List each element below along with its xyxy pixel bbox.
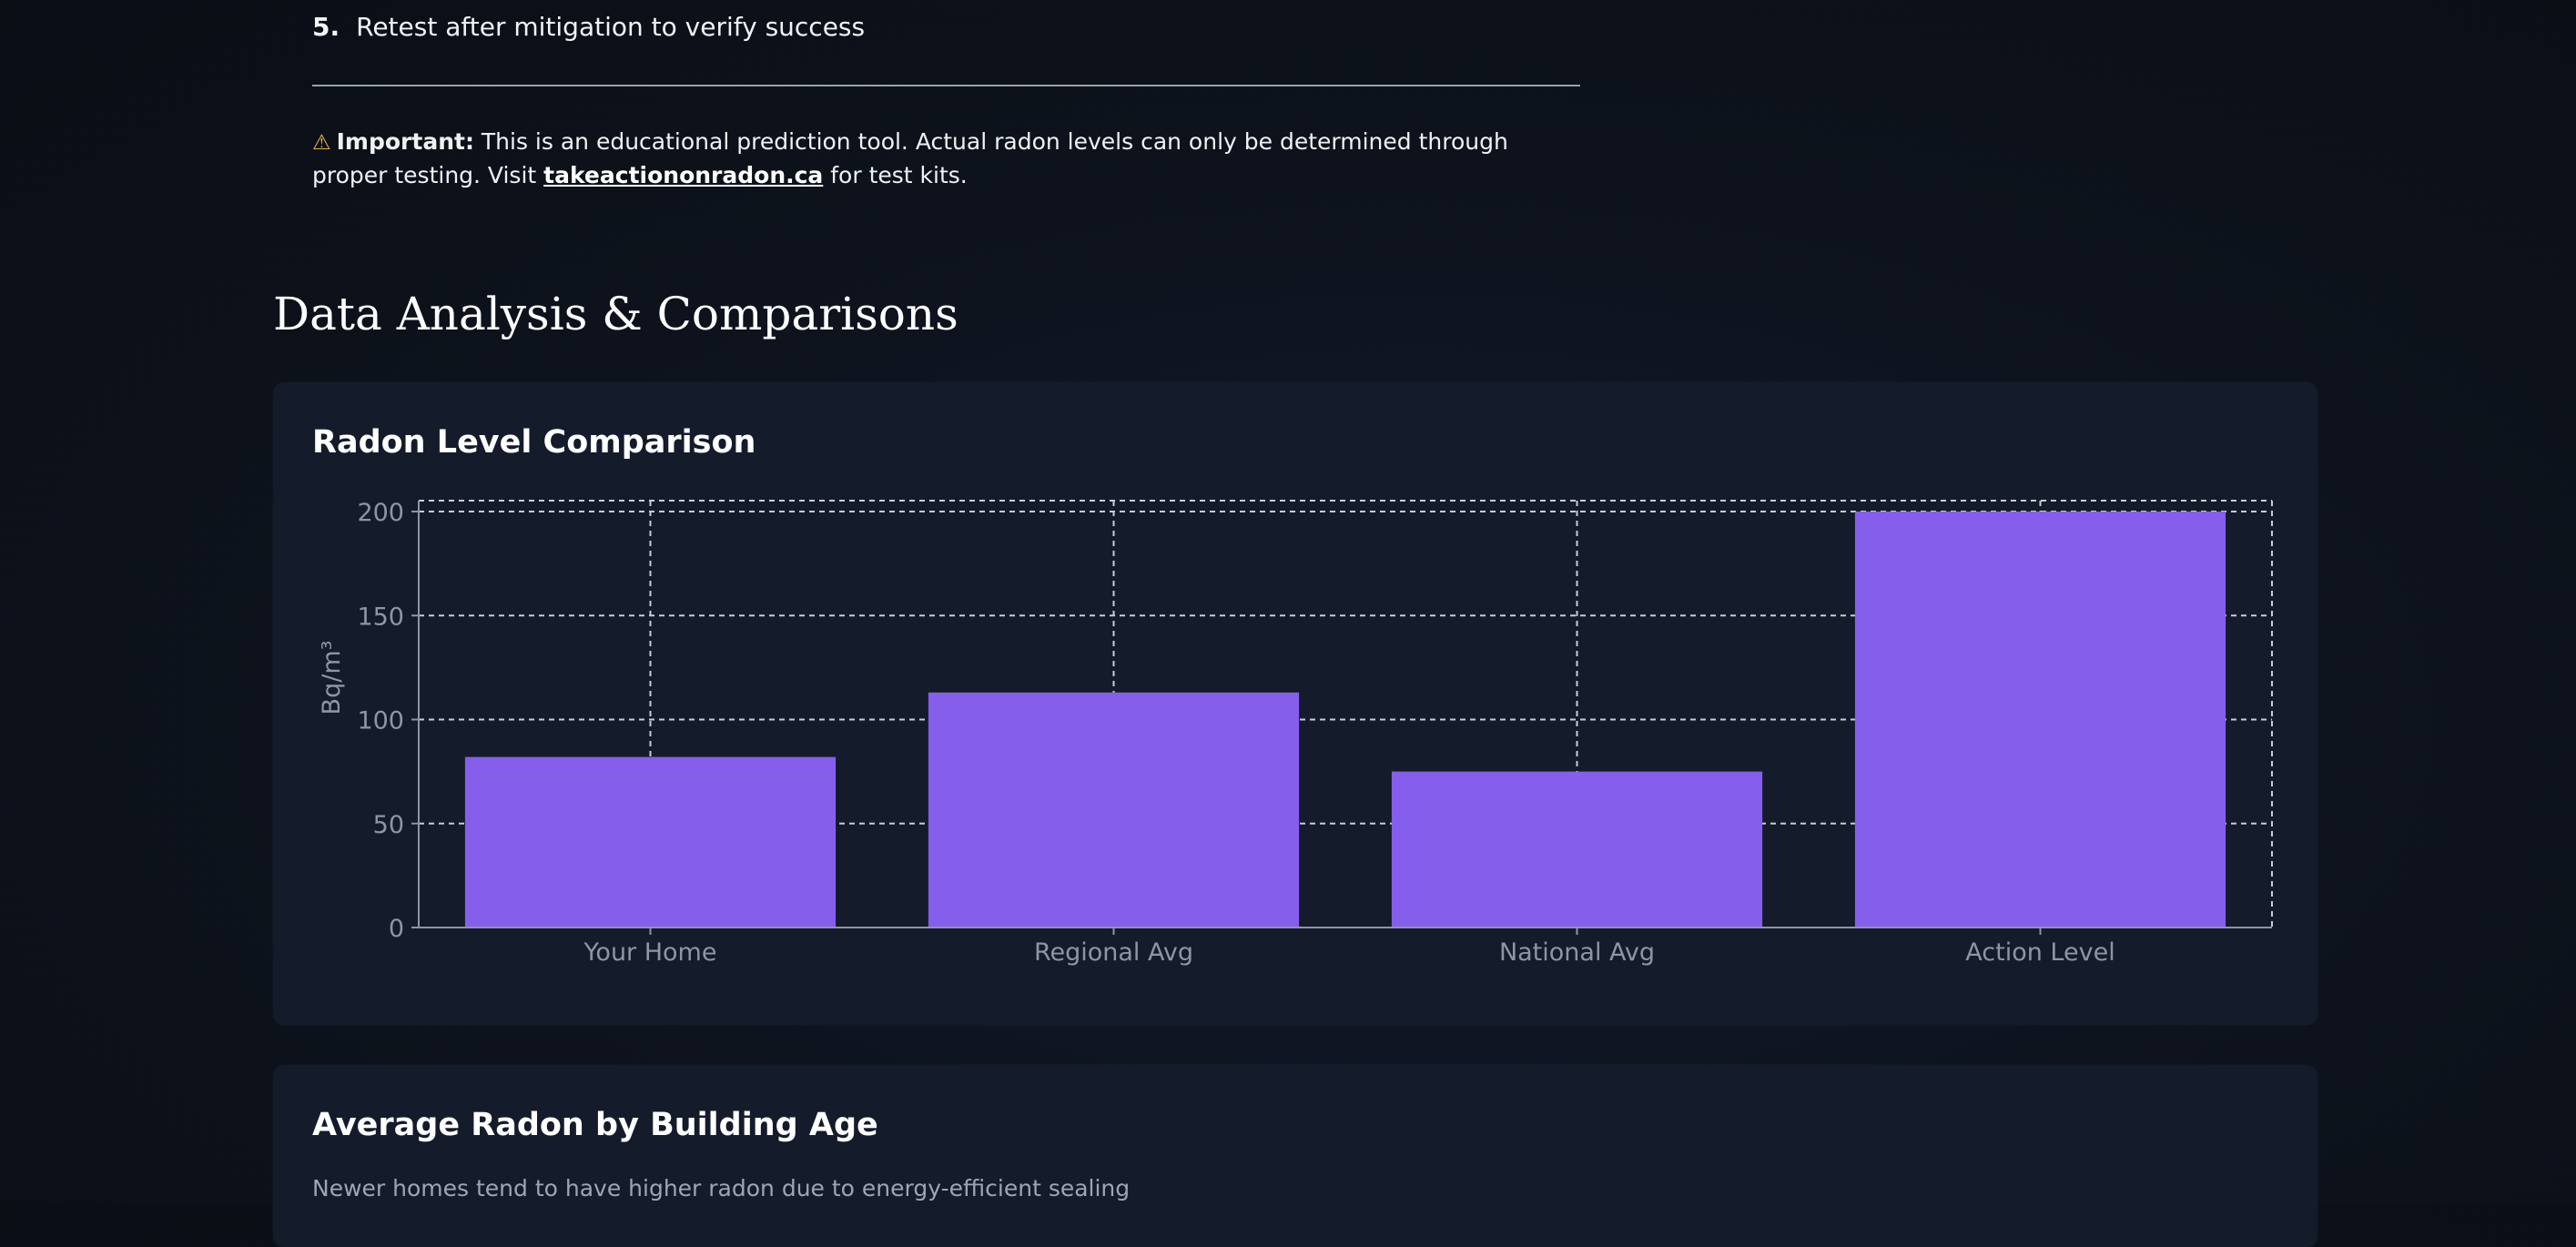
step-text: Retest after mitigation to verify succes… [356,12,866,42]
radon-comparison-title: Radon Level Comparison [312,424,756,461]
building-age-card [273,1065,2317,1247]
section-divider [312,85,1580,86]
step-number: 5. [312,12,340,42]
warning-icon: ⚠ [312,131,331,155]
section-title: Data Analysis & Comparisons [273,288,958,340]
test-kits-link[interactable]: takeactiononradon.ca [543,162,824,188]
notice-label: Important: [336,128,474,155]
mitigation-step-5: 5. Retest after mitigation to verify succ… [312,11,865,44]
disclaimer-notice: ⚠ Important: This is an educational predi… [312,126,1580,192]
building-age-subtitle: Newer homes tend to have higher radon du… [312,1175,1131,1201]
notice-text-end: for test kits. [823,162,968,188]
radon-comparison-card [273,382,2317,1025]
building-age-title: Average Radon by Building Age [312,1107,878,1143]
notice-text: This is an educational prediction tool. … [312,128,1508,188]
